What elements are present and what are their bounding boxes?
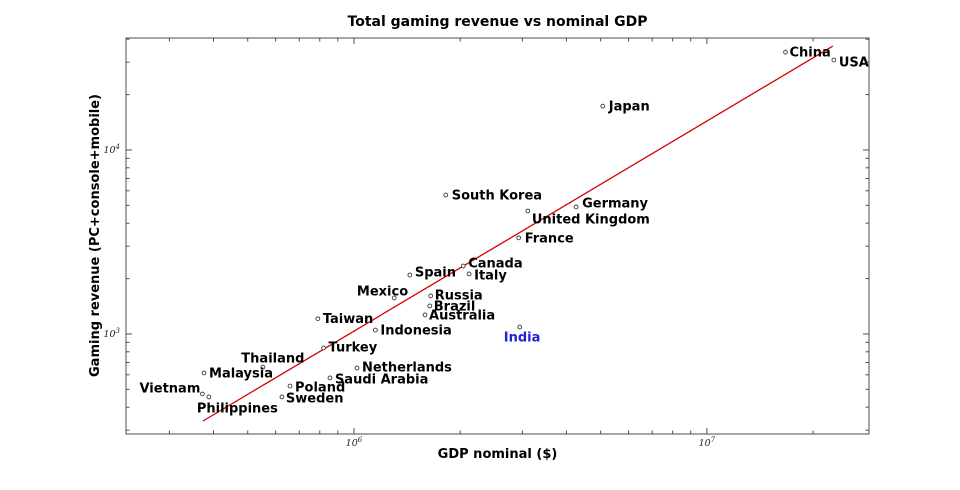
data-point-china bbox=[783, 49, 788, 55]
data-point-india bbox=[517, 324, 523, 330]
data-point-mexico bbox=[391, 295, 397, 301]
plot-frame bbox=[125, 37, 870, 435]
country-label-spain: Spain bbox=[415, 266, 456, 281]
country-label-philippines: Philippines bbox=[197, 401, 278, 416]
data-point-taiwan bbox=[315, 316, 321, 322]
country-label-sweden: Sweden bbox=[286, 391, 344, 406]
data-point-south-korea bbox=[443, 192, 449, 198]
data-point-usa bbox=[831, 57, 837, 63]
data-point-indonesia bbox=[372, 327, 378, 333]
country-label-south-korea: South Korea bbox=[452, 189, 542, 204]
country-label-mexico: Mexico bbox=[357, 284, 408, 299]
data-point-italy bbox=[466, 271, 472, 277]
country-label-united-kingdom: United Kingdom bbox=[532, 212, 650, 227]
data-point-sweden bbox=[279, 394, 285, 400]
country-label-france: France bbox=[525, 231, 574, 246]
data-point-canada bbox=[460, 263, 466, 269]
data-point-poland bbox=[287, 383, 293, 389]
country-label-netherlands: Netherlands bbox=[362, 361, 452, 376]
trend-line bbox=[202, 45, 834, 422]
country-label-canada: Canada bbox=[468, 257, 522, 272]
country-label-japan: Japan bbox=[608, 100, 650, 115]
y-tick-label: 104 bbox=[103, 143, 120, 156]
x-axis-label: GDP nominal ($) bbox=[437, 447, 558, 462]
country-label-russia: Russia bbox=[435, 288, 483, 303]
country-label-germany: Germany bbox=[582, 196, 648, 211]
data-point-saudi-arabia bbox=[327, 375, 333, 381]
data-point-russia bbox=[428, 293, 434, 299]
data-point-germany bbox=[573, 204, 579, 210]
country-label-thailand: Thailand bbox=[241, 352, 304, 367]
y-tick-label: 103 bbox=[103, 327, 120, 340]
country-label-india: India bbox=[504, 331, 541, 346]
data-point-thailand bbox=[260, 364, 266, 370]
data-point-philippines bbox=[206, 394, 212, 400]
country-label-saudi-arabia: Saudi Arabia bbox=[335, 372, 428, 387]
country-label-usa: USA bbox=[839, 56, 869, 71]
data-point-malaysia bbox=[201, 370, 207, 376]
data-point-france bbox=[516, 235, 522, 241]
data-point-australia bbox=[422, 312, 428, 318]
country-label-poland: Poland bbox=[295, 381, 345, 396]
country-label-taiwan: Taiwan bbox=[323, 312, 373, 327]
country-label-vietnam: Vietnam bbox=[139, 381, 200, 396]
country-label-italy: Italy bbox=[474, 268, 507, 283]
data-point-spain bbox=[407, 272, 413, 278]
data-point-netherlands bbox=[354, 365, 360, 371]
data-point-japan bbox=[600, 103, 606, 109]
country-label-indonesia: Indonesia bbox=[380, 324, 451, 339]
data-point-turkey bbox=[321, 345, 326, 351]
country-label-turkey: Turkey bbox=[329, 340, 378, 355]
data-point-vietnam bbox=[199, 391, 205, 397]
country-label-china: China bbox=[789, 46, 830, 61]
data-point-united-kingdom bbox=[525, 208, 531, 214]
country-label-brazil: Brazil bbox=[434, 299, 476, 314]
country-label-australia: Australia bbox=[429, 308, 495, 323]
chart-title: Total gaming revenue vs nominal GDP bbox=[347, 14, 648, 30]
data-point-brazil bbox=[427, 303, 433, 309]
country-label-malaysia: Malaysia bbox=[209, 366, 273, 381]
y-axis-label: Gaming revenue (PC+console+mobile) bbox=[88, 94, 103, 378]
